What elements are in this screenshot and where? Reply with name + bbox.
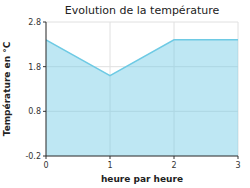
chart: 0 1 2 3 -0.2 0.8 1.8 2.8 Evolution de la tempéra… — [0, 0, 250, 188]
x-axis-line — [46, 156, 238, 157]
x-tick-label: 2 — [171, 161, 176, 170]
line — [46, 40, 238, 76]
y-tick-label: 2.8 — [28, 18, 41, 27]
axes: 0 1 2 3 -0.2 0.8 1.8 2.8 — [25, 18, 240, 170]
grid — [46, 22, 238, 156]
y-tick — [43, 111, 46, 112]
x-tick — [238, 156, 239, 159]
grid-line-y — [46, 156, 238, 157]
y-tick — [43, 156, 46, 157]
x-tick — [110, 156, 111, 159]
y-tick-label: -0.2 — [25, 152, 41, 161]
grid-line-x — [46, 22, 47, 156]
y-tick — [43, 66, 46, 67]
chart-container: 0 1 2 3 -0.2 0.8 1.8 2.8 Evolution de la tempéra… — [0, 0, 250, 188]
y-tick — [43, 22, 46, 23]
x-tick-label: 3 — [235, 161, 240, 170]
area — [46, 40, 238, 156]
x-tick-label: 1 — [107, 161, 112, 170]
y-axis-line — [46, 22, 47, 156]
title: Evolution de la température — [65, 4, 220, 17]
y-tick-label: 1.8 — [28, 63, 41, 72]
grid-line-y — [46, 22, 238, 23]
y-axis-label: Température en °C — [2, 41, 12, 136]
plot-area — [46, 40, 238, 156]
x-tick — [174, 156, 175, 159]
x-axis-label: heure par heure — [101, 174, 183, 184]
x-tick-label: 0 — [43, 161, 48, 170]
y-tick-label: 0.8 — [28, 107, 41, 116]
